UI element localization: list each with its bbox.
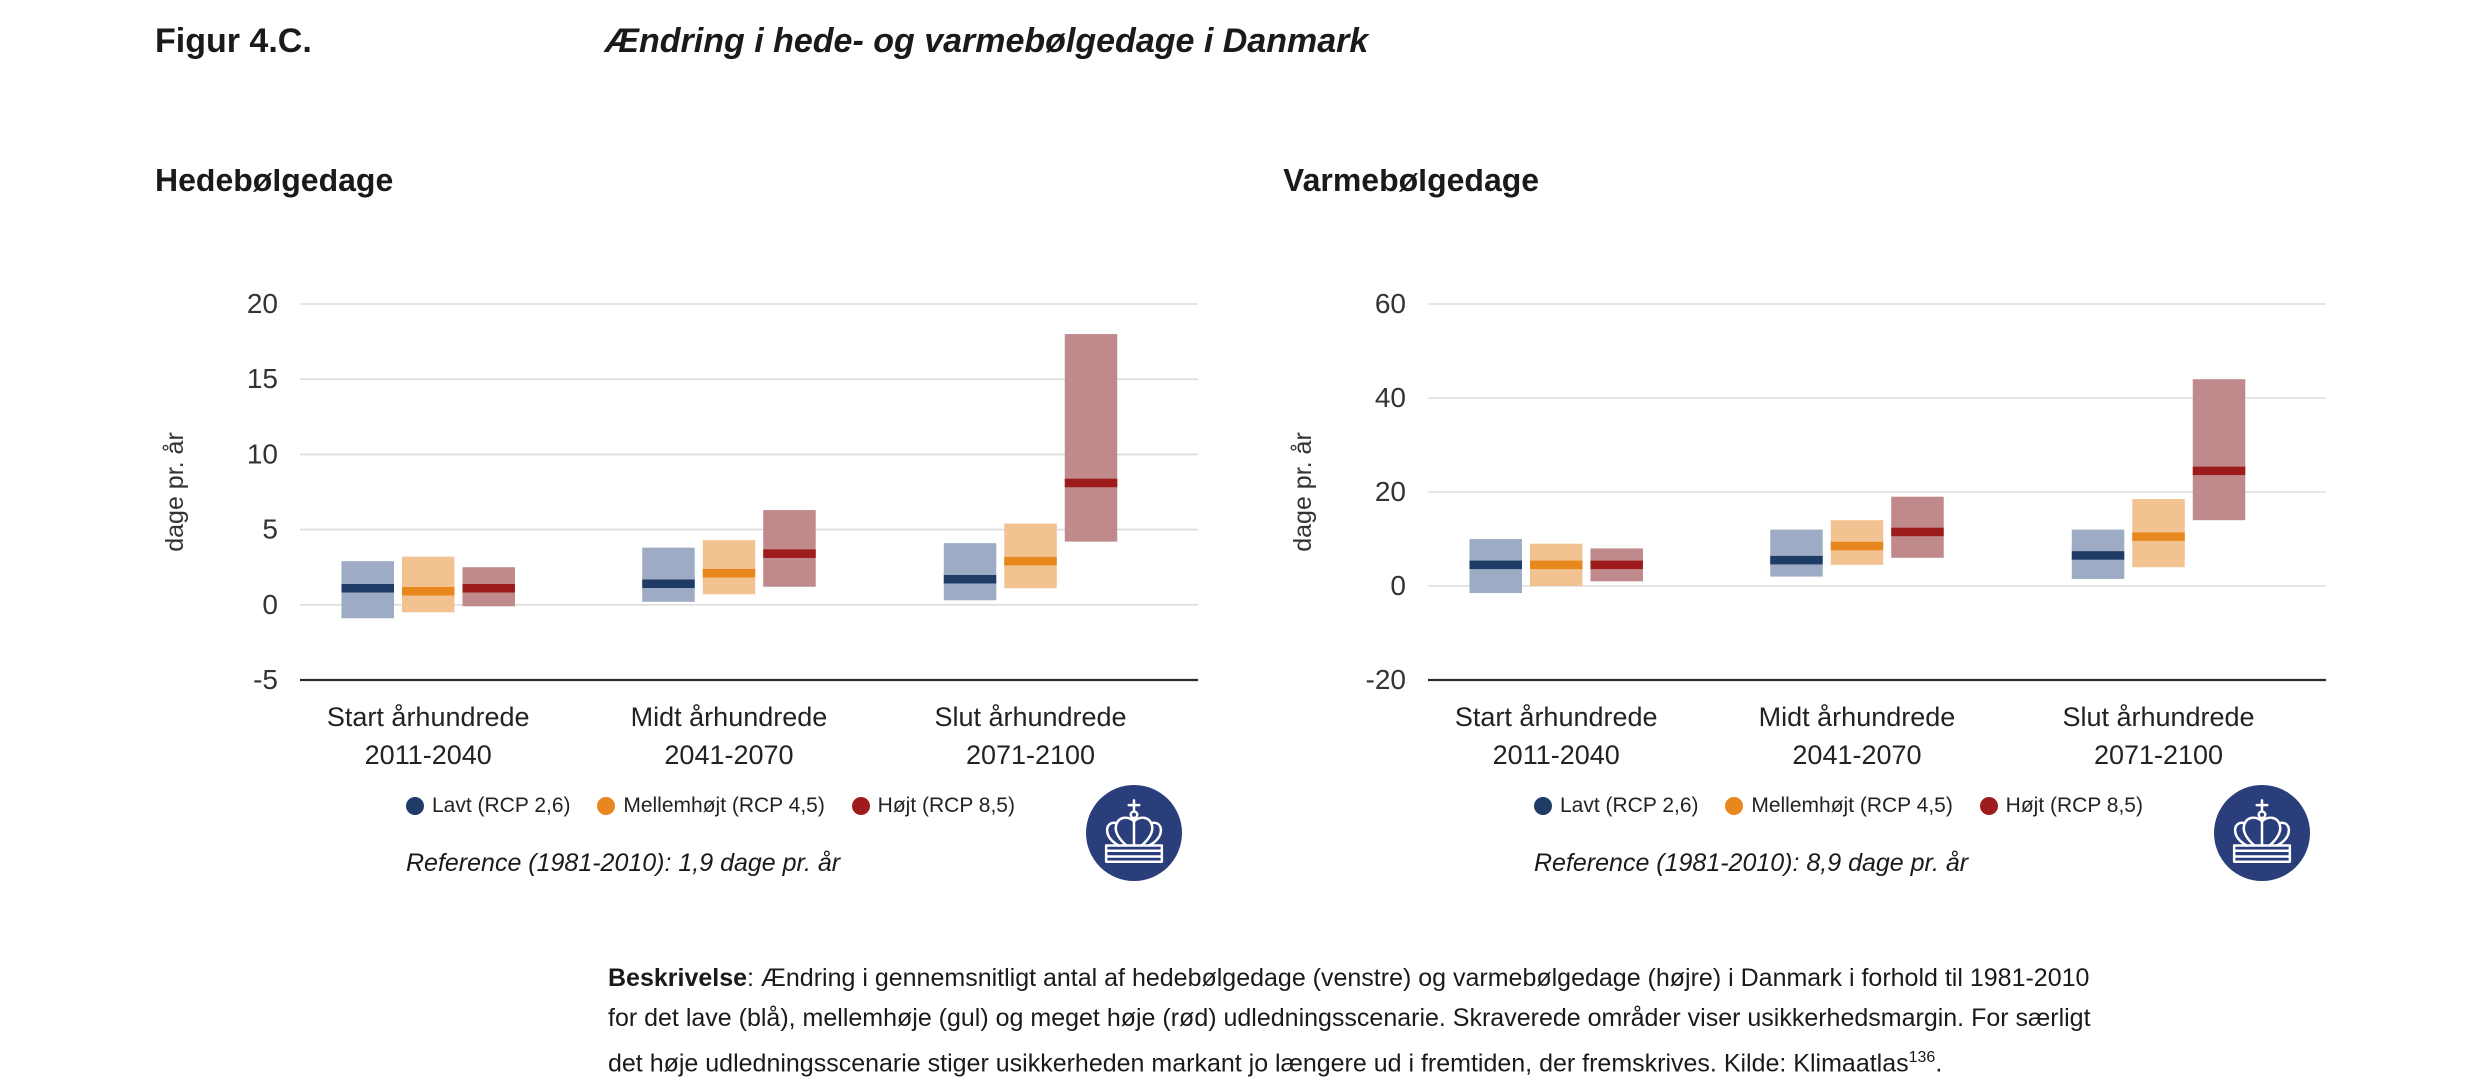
svg-text:Start århundrede: Start århundrede [1455,702,1658,732]
svg-text:Start århundrede: Start århundrede [327,702,530,732]
svg-text:Midt århundrede: Midt århundrede [631,702,828,732]
svg-text:60: 60 [1375,288,1406,319]
svg-text:20: 20 [1375,476,1406,507]
svg-text:-5: -5 [253,664,278,695]
svg-text:dage pr. år: dage pr. år [1289,432,1317,552]
svg-text:2071-2100: 2071-2100 [966,740,1095,770]
svg-text:2011-2040: 2011-2040 [1493,740,1620,770]
svg-text:Slut århundrede: Slut århundrede [2062,702,2254,732]
svg-text:Hedebølgedage: Hedebølgedage [155,169,393,198]
svg-text:5: 5 [262,514,278,545]
svg-text:dage pr. år: dage pr. år [161,432,189,552]
svg-text:40: 40 [1375,382,1406,413]
svg-text:2041-2070: 2041-2070 [664,740,793,770]
svg-text:Varmebølgedage: Varmebølgedage [1283,169,1539,198]
svg-text:2071-2100: 2071-2100 [2094,740,2223,770]
svg-text:15: 15 [247,363,278,394]
svg-text:0: 0 [262,589,278,620]
svg-text:20: 20 [247,288,278,319]
svg-text:-20: -20 [1366,664,1406,695]
svg-text:2041-2070: 2041-2070 [1792,740,1921,770]
svg-text:0: 0 [1390,570,1406,601]
svg-text:2011-2040: 2011-2040 [365,740,492,770]
svg-text:Midt århundrede: Midt århundrede [1759,702,1956,732]
svg-text:Slut århundrede: Slut århundrede [934,702,1126,732]
svg-text:10: 10 [247,438,278,469]
